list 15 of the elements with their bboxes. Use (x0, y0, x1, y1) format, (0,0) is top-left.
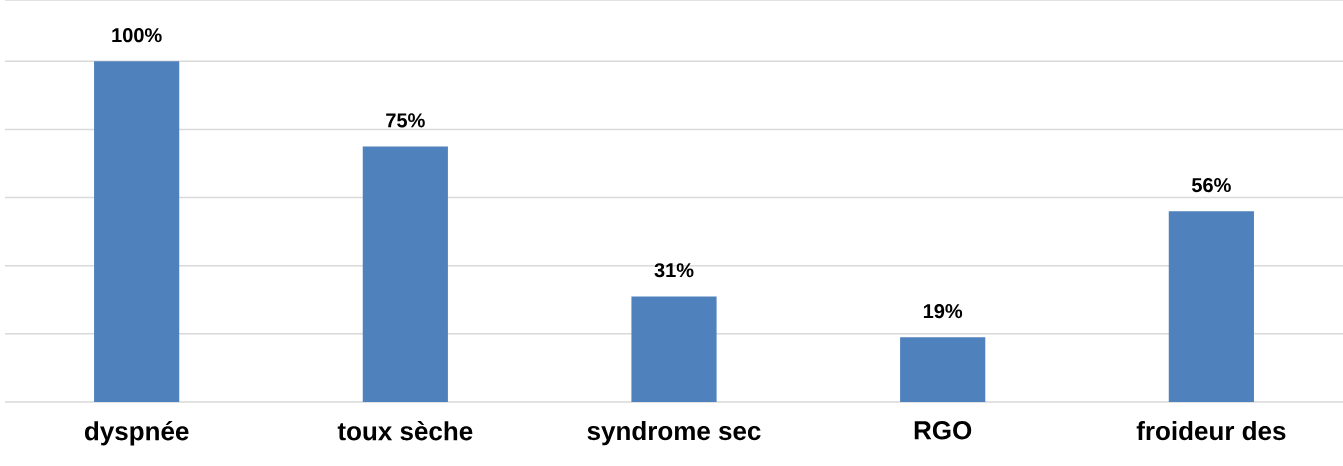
x-tick-label: syndrome sec (587, 421, 761, 446)
bar (362, 146, 448, 402)
data-label: 19% (923, 304, 963, 319)
x-tick-label: dyspnée (84, 421, 189, 446)
data-label: 75% (386, 113, 425, 128)
data-label: 56% (1191, 178, 1231, 193)
bar (631, 296, 717, 402)
x-tick-label: RGO (914, 421, 972, 440)
bar (94, 61, 180, 402)
x-tick-label: froideur des (1136, 421, 1286, 441)
bar (1168, 211, 1254, 402)
data-label: 31% (654, 263, 694, 278)
data-label: 100% (112, 28, 162, 43)
x-tick-label: toux sèche (337, 421, 473, 441)
bar (900, 337, 986, 402)
